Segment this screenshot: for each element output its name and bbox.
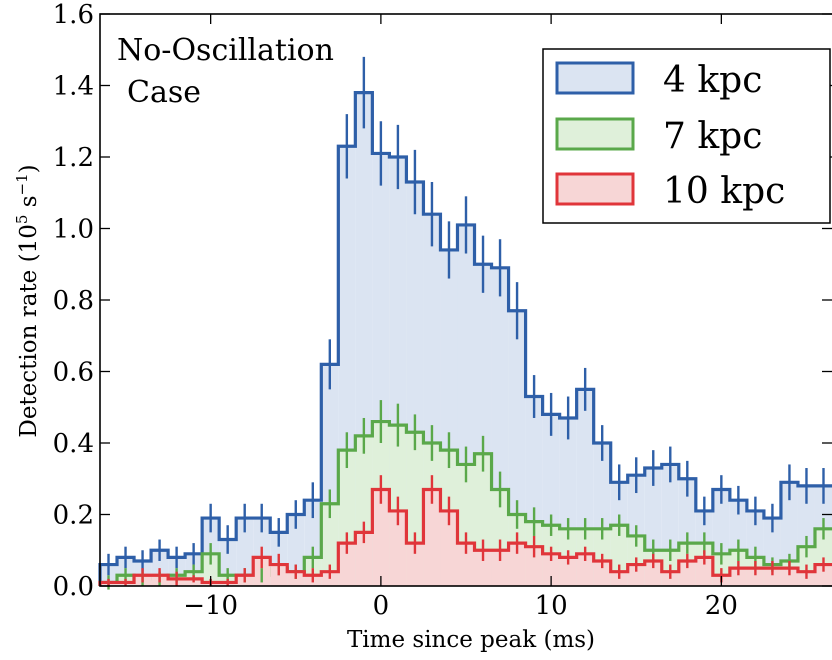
x-tick-label: 0	[373, 591, 390, 621]
step-line-4kpc	[98, 91, 832, 586]
bar-7kpc	[321, 503, 339, 586]
y-tick-label: 1.0	[53, 215, 94, 245]
x-tick-label: 10	[535, 591, 568, 621]
bar-10kpc	[338, 543, 356, 586]
error-layer	[107, 56, 825, 590]
step-line-10kpc	[98, 487, 832, 586]
legend-swatch-7kpc	[555, 117, 635, 151]
bar-10kpc	[559, 557, 577, 586]
bar-10kpc	[644, 560, 662, 586]
y-axis-label-sup1: 5	[13, 215, 31, 225]
x-axis-label: Time since peak (ms)	[347, 627, 595, 653]
errorbars-10kpc	[107, 475, 825, 586]
bar-7kpc	[202, 553, 220, 586]
x-tick-label: 20	[705, 591, 738, 621]
bar-10kpc	[508, 543, 526, 586]
bar-10kpc	[372, 489, 390, 586]
bar-10kpc	[763, 568, 781, 586]
bar-10kpc	[542, 553, 560, 586]
y-tick-label: 0.0	[53, 572, 94, 602]
bar-10kpc	[355, 532, 373, 586]
bar-10kpc	[474, 550, 492, 586]
bar-10kpc	[440, 510, 458, 586]
bar-10kpc	[729, 568, 747, 586]
bar-10kpc	[593, 560, 611, 586]
y-axis-label-end: )	[16, 164, 42, 173]
y-tick-label: 0.4	[53, 429, 94, 459]
annotation-line-1: No-Oscillation	[117, 33, 334, 68]
errorbars-4kpc	[107, 56, 825, 576]
bar-10kpc	[780, 568, 798, 586]
bar-10kpc	[627, 564, 645, 586]
legend-label-7kpc: 7 kpc	[663, 116, 762, 157]
bar-10kpc	[389, 510, 407, 586]
y-axis-label-unit: s	[16, 195, 42, 214]
step-line-7kpc	[98, 419, 832, 586]
bar-4kpc	[236, 518, 254, 586]
bar-10kpc	[814, 564, 832, 586]
legend-swatch-10kpc	[555, 172, 635, 206]
axes-layer: −10 0 10 20 0.0 0.2 0.4 0.6 0.8 1.0 1.2 1.4 1.6	[53, 0, 832, 621]
x-tick-label: −10	[183, 591, 238, 621]
y-axis-label-main: Detection rate (10	[16, 224, 42, 437]
y-tick-label: 1.2	[53, 143, 94, 173]
bar-10kpc	[406, 543, 424, 586]
bar-10kpc	[678, 560, 696, 586]
y-tick-label: 0.6	[53, 358, 94, 388]
bar-10kpc	[491, 550, 509, 586]
legend-label-4kpc: 4 kpc	[663, 60, 762, 101]
bar-10kpc	[746, 568, 764, 586]
bar-10kpc	[695, 557, 713, 586]
bar-10kpc	[457, 543, 475, 586]
bar-10kpc	[423, 489, 441, 586]
bar-10kpc	[525, 546, 543, 586]
bar-4kpc	[287, 514, 305, 586]
y-axis-label-sup2: −1	[13, 173, 31, 195]
y-tick-label: 0.8	[53, 286, 94, 316]
y-tick-label: 1.6	[53, 0, 94, 30]
legend-label-10kpc: 10 kpc	[663, 171, 785, 212]
annotation-line-2: Case	[127, 75, 201, 110]
legend-swatch-4kpc	[555, 61, 635, 95]
bar-10kpc	[576, 553, 594, 586]
legend: 4 kpc 7 kpc 10 kpc	[542, 48, 831, 224]
y-axis-label: Detection rate (105 s−1)	[13, 164, 42, 437]
y-tick-label: 0.2	[53, 501, 94, 531]
y-tick-label: 1.4	[53, 72, 94, 102]
